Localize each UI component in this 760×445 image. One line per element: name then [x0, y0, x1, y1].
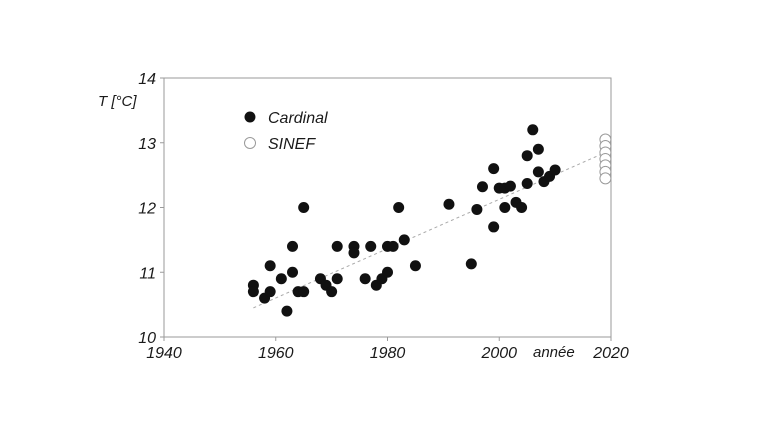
x-tick-label: 1960 [258, 345, 294, 362]
legend-marker-cardinal [244, 111, 256, 123]
y-tick-label: 13 [138, 136, 156, 153]
data-point-cardinal [532, 166, 544, 178]
data-point-cardinal [393, 202, 405, 213]
data-point-cardinal [409, 260, 421, 272]
data-point-cardinal [521, 178, 533, 190]
data-point-cardinal [488, 163, 500, 175]
ticks-layer: 1940 1960 1980 2000 2020 10 11 12 13 14 [138, 71, 629, 362]
data-point-cardinal [488, 221, 500, 233]
y-tick-label: 11 [139, 265, 156, 282]
x-tick-label: 1940 [146, 345, 182, 362]
data-point-cardinal [326, 286, 338, 298]
data-point-cardinal [275, 273, 287, 285]
data-point-cardinal [331, 240, 343, 252]
data-point-cardinal [387, 240, 399, 252]
data-point-cardinal [532, 143, 544, 155]
data-point-cardinal [348, 247, 360, 259]
plot-frame [163, 77, 612, 338]
data-point-sinef [599, 172, 612, 185]
data-point-cardinal [504, 180, 516, 192]
legend-label-sinef: SINEF [268, 136, 316, 153]
data-point-cardinal [359, 273, 371, 285]
x-axis-title: année [533, 344, 575, 361]
data-point-cardinal [443, 198, 455, 210]
points-layer [247, 124, 612, 317]
data-point-cardinal [476, 181, 488, 193]
data-point-cardinal [527, 124, 539, 136]
y-axis-title: T [°C] [98, 93, 137, 110]
data-point-cardinal [281, 305, 293, 317]
data-point-cardinal [287, 266, 299, 278]
data-point-cardinal [471, 203, 483, 215]
data-point-cardinal [298, 202, 310, 213]
legend-label-cardinal: Cardinal [268, 110, 328, 127]
data-point-cardinal [287, 240, 299, 252]
y-tick-label: 12 [138, 201, 156, 218]
data-point-cardinal [382, 266, 393, 278]
legend: Cardinal SINEF [244, 110, 328, 153]
data-point-cardinal [465, 258, 477, 270]
data-point-cardinal [549, 164, 561, 176]
legend-marker-sinef [244, 137, 256, 149]
x-tick-label: 1980 [370, 345, 406, 362]
data-point-cardinal [264, 286, 276, 298]
x-tick-label: 2000 [480, 345, 517, 362]
data-point-cardinal [365, 240, 377, 252]
data-point-cardinal [247, 286, 259, 298]
x-tick-label: 2020 [592, 345, 629, 362]
data-point-cardinal [521, 150, 533, 162]
data-point-cardinal [331, 273, 343, 285]
data-point-cardinal [499, 202, 511, 213]
data-point-cardinal [516, 202, 528, 213]
data-point-cardinal [264, 260, 276, 272]
data-point-cardinal [398, 234, 410, 246]
y-tick-label: 10 [138, 330, 156, 347]
data-point-cardinal [298, 286, 310, 298]
y-tick-label: 14 [138, 71, 156, 88]
